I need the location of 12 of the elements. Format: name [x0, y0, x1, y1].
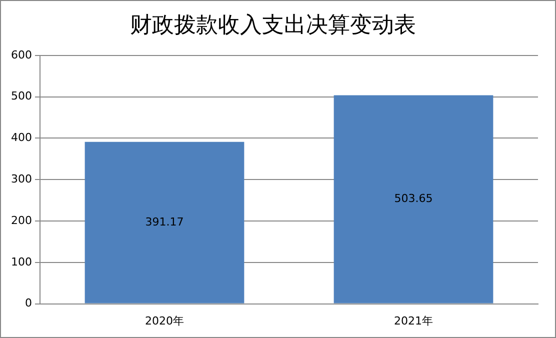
y-tick-label: 400: [10, 131, 32, 144]
y-tick-label: 500: [10, 90, 32, 103]
data-label: 391.17: [145, 215, 184, 228]
x-tick-label: 2021年: [394, 314, 433, 328]
chart-title: 财政拨款收入支出决算变动表: [130, 12, 416, 37]
y-tick-label: 100: [10, 255, 32, 268]
y-tick-label: 600: [10, 48, 32, 62]
y-tick-label: 200: [10, 214, 32, 227]
y-tick-label: 0: [24, 296, 32, 310]
x-tick-label: 2020年: [144, 314, 184, 328]
y-tick-label: 300: [10, 172, 32, 186]
data-label: 503.65: [394, 192, 433, 206]
